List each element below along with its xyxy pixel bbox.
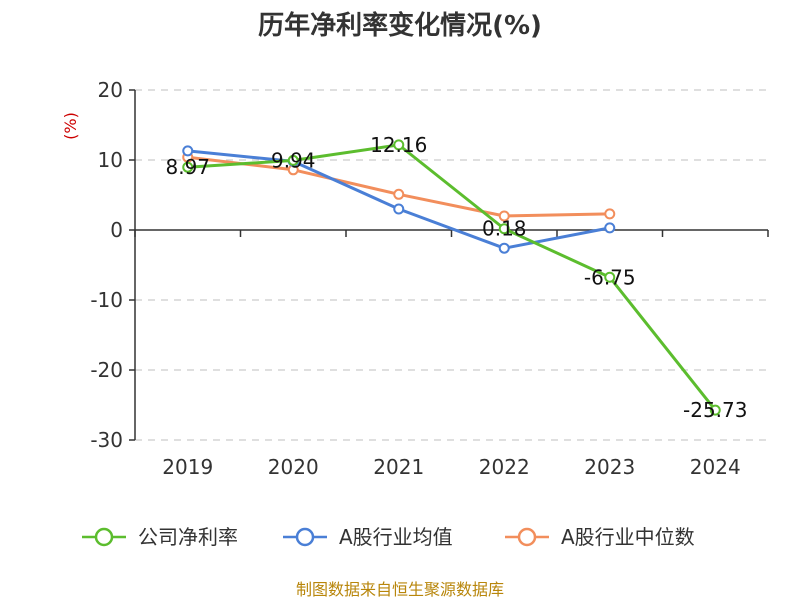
axis-layer: 20 10 0 -10 -20 -30 2019 2020 2021 2022 2023 2024 [90, 78, 769, 479]
data-label: 0.18 [482, 217, 527, 241]
y-tick-label: 0 [110, 218, 123, 242]
legend-label-company: 公司净利率 [138, 525, 238, 549]
y-tick-label: 10 [98, 148, 123, 172]
data-label: 12.16 [370, 133, 427, 157]
data-point-industry-mean[interactable] [393, 203, 405, 215]
y-tick-label: -30 [90, 428, 123, 452]
legend-marker [94, 527, 114, 547]
data-point-company[interactable] [709, 404, 721, 416]
data-point-industry-median[interactable] [604, 208, 616, 220]
y-axis-unit: (%) [61, 112, 80, 140]
data-point-company[interactable] [287, 154, 299, 166]
data-point-company[interactable] [604, 271, 616, 283]
data-point-company[interactable] [393, 139, 405, 151]
x-tick-label: 2024 [690, 455, 741, 479]
data-point-industry-mean[interactable] [182, 145, 194, 157]
data-label: 9.94 [271, 148, 316, 172]
chart-title: 历年净利率变化情况(%) [258, 10, 542, 41]
data-point-industry-median[interactable] [498, 210, 510, 222]
series-line-company [187, 143, 717, 412]
data-label-layer: 8.97 9.94 12.16 0.18 -6.75 -25.73 [165, 133, 747, 422]
y-tick-label: -10 [90, 288, 123, 312]
x-tick-label: 2019 [162, 455, 213, 479]
x-tick-label: 2022 [479, 455, 530, 479]
y-tick-label: 20 [98, 78, 123, 102]
x-tick-label: 2023 [584, 455, 635, 479]
data-point-industry-median[interactable] [393, 188, 405, 200]
grid-layer [135, 89, 768, 441]
legend-marker [517, 527, 537, 547]
x-tick-label: 2021 [373, 455, 424, 479]
data-point-industry-mean[interactable] [498, 242, 510, 254]
legend-item-industry-median[interactable]: A股行业中位数 [505, 525, 695, 549]
legend-marker [295, 527, 315, 547]
legend-item-company[interactable]: 公司净利率 [82, 525, 238, 549]
series-layer [182, 139, 721, 416]
data-point-company[interactable] [182, 161, 194, 173]
source-note: 制图数据来自恒生聚源数据库 [296, 580, 504, 599]
data-point-company[interactable] [498, 223, 510, 235]
x-tick-label: 2020 [268, 455, 319, 479]
legend: 公司净利率 A股行业均值 A股行业中位数 [82, 525, 695, 549]
y-tick-label: -20 [90, 358, 123, 382]
legend-label-industry-mean: A股行业均值 [339, 525, 453, 549]
legend-item-industry-mean[interactable]: A股行业均值 [283, 525, 453, 549]
data-label: -25.73 [683, 398, 747, 422]
legend-label-industry-median: A股行业中位数 [561, 525, 695, 549]
data-label: -6.75 [584, 265, 636, 289]
data-point-industry-mean[interactable] [604, 222, 616, 234]
data-label: 8.97 [165, 155, 210, 179]
